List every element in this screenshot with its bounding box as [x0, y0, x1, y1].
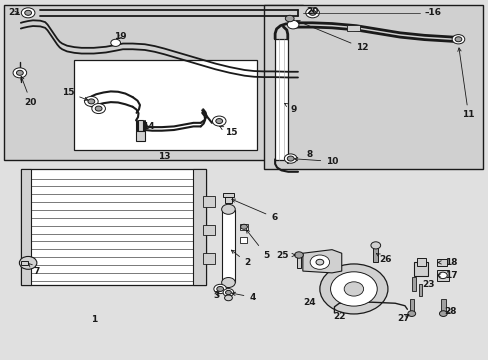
- Circle shape: [287, 20, 298, 29]
- Circle shape: [287, 156, 293, 161]
- Bar: [239, 237, 246, 243]
- Bar: [203, 196, 215, 207]
- Text: 5: 5: [246, 230, 269, 260]
- Circle shape: [438, 272, 447, 279]
- Text: 9: 9: [284, 103, 296, 114]
- Text: –16: –16: [424, 8, 441, 17]
- Text: 27: 27: [396, 314, 409, 323]
- Bar: [418, 284, 422, 296]
- Circle shape: [451, 35, 464, 44]
- Circle shape: [225, 291, 231, 295]
- Circle shape: [285, 15, 293, 22]
- Bar: [221, 210, 235, 282]
- Bar: [223, 193, 233, 197]
- Bar: [346, 25, 360, 31]
- Text: 11: 11: [457, 48, 474, 120]
- Circle shape: [309, 255, 329, 269]
- Text: 23: 23: [422, 280, 434, 289]
- Text: 1: 1: [90, 315, 97, 324]
- Bar: [275, 39, 287, 160]
- Text: 12: 12: [296, 21, 368, 52]
- Circle shape: [370, 242, 380, 249]
- Circle shape: [294, 252, 303, 258]
- Circle shape: [240, 224, 247, 229]
- Bar: [413, 262, 427, 276]
- Text: 21: 21: [9, 8, 21, 17]
- Circle shape: [111, 39, 120, 46]
- Circle shape: [95, 106, 102, 111]
- Circle shape: [215, 118, 222, 123]
- Text: 3: 3: [213, 291, 219, 300]
- Circle shape: [84, 96, 98, 107]
- Bar: [224, 197, 231, 203]
- Bar: [436, 259, 446, 266]
- Text: 22: 22: [332, 312, 345, 321]
- Bar: [411, 277, 415, 291]
- Circle shape: [224, 295, 232, 301]
- Text: 2: 2: [231, 250, 250, 267]
- Bar: [203, 253, 215, 264]
- Circle shape: [439, 311, 447, 316]
- Bar: [416, 257, 425, 266]
- Bar: [21, 261, 28, 265]
- Text: 6: 6: [231, 199, 277, 222]
- Circle shape: [407, 311, 415, 316]
- Bar: [264, 5, 482, 169]
- Circle shape: [454, 37, 461, 42]
- Text: 19: 19: [114, 32, 126, 41]
- Circle shape: [92, 104, 105, 113]
- Bar: [409, 298, 413, 313]
- Circle shape: [21, 8, 35, 18]
- Polygon shape: [21, 169, 205, 285]
- Bar: [203, 225, 215, 235]
- Circle shape: [213, 284, 226, 294]
- Text: 17: 17: [437, 271, 456, 280]
- Circle shape: [344, 282, 363, 296]
- Bar: [74, 60, 256, 150]
- Bar: [372, 246, 377, 262]
- Circle shape: [221, 278, 235, 288]
- Text: 10: 10: [294, 157, 338, 166]
- Bar: [137, 120, 143, 131]
- Circle shape: [17, 70, 23, 75]
- Text: 28: 28: [443, 307, 455, 316]
- Bar: [436, 270, 448, 281]
- Bar: [441, 298, 445, 313]
- Text: 24: 24: [302, 298, 315, 307]
- Text: 18: 18: [437, 258, 456, 267]
- Circle shape: [305, 8, 319, 18]
- Text: 20: 20: [21, 76, 37, 107]
- Polygon shape: [302, 249, 341, 273]
- Text: 15: 15: [219, 126, 237, 138]
- Circle shape: [330, 272, 376, 306]
- Circle shape: [221, 204, 235, 214]
- Text: 25: 25: [275, 251, 295, 260]
- Circle shape: [88, 99, 95, 104]
- Circle shape: [319, 264, 387, 314]
- Circle shape: [212, 116, 225, 126]
- Bar: [239, 224, 248, 230]
- Bar: [136, 131, 144, 141]
- Bar: [296, 256, 301, 267]
- Text: 15: 15: [61, 88, 88, 100]
- Text: 26: 26: [376, 254, 391, 264]
- Circle shape: [308, 10, 315, 15]
- Circle shape: [223, 289, 233, 296]
- Circle shape: [13, 68, 27, 78]
- Circle shape: [216, 287, 223, 292]
- Polygon shape: [193, 169, 205, 285]
- Text: 7: 7: [28, 263, 40, 276]
- Text: 8: 8: [306, 150, 312, 159]
- Text: 20: 20: [306, 7, 319, 16]
- Circle shape: [315, 259, 323, 265]
- Circle shape: [284, 154, 296, 163]
- Bar: [4, 5, 302, 160]
- Circle shape: [20, 256, 37, 269]
- Polygon shape: [21, 169, 30, 285]
- Circle shape: [25, 10, 31, 15]
- Text: 13: 13: [158, 152, 170, 161]
- Text: 14: 14: [142, 122, 154, 131]
- Text: 4: 4: [232, 292, 255, 302]
